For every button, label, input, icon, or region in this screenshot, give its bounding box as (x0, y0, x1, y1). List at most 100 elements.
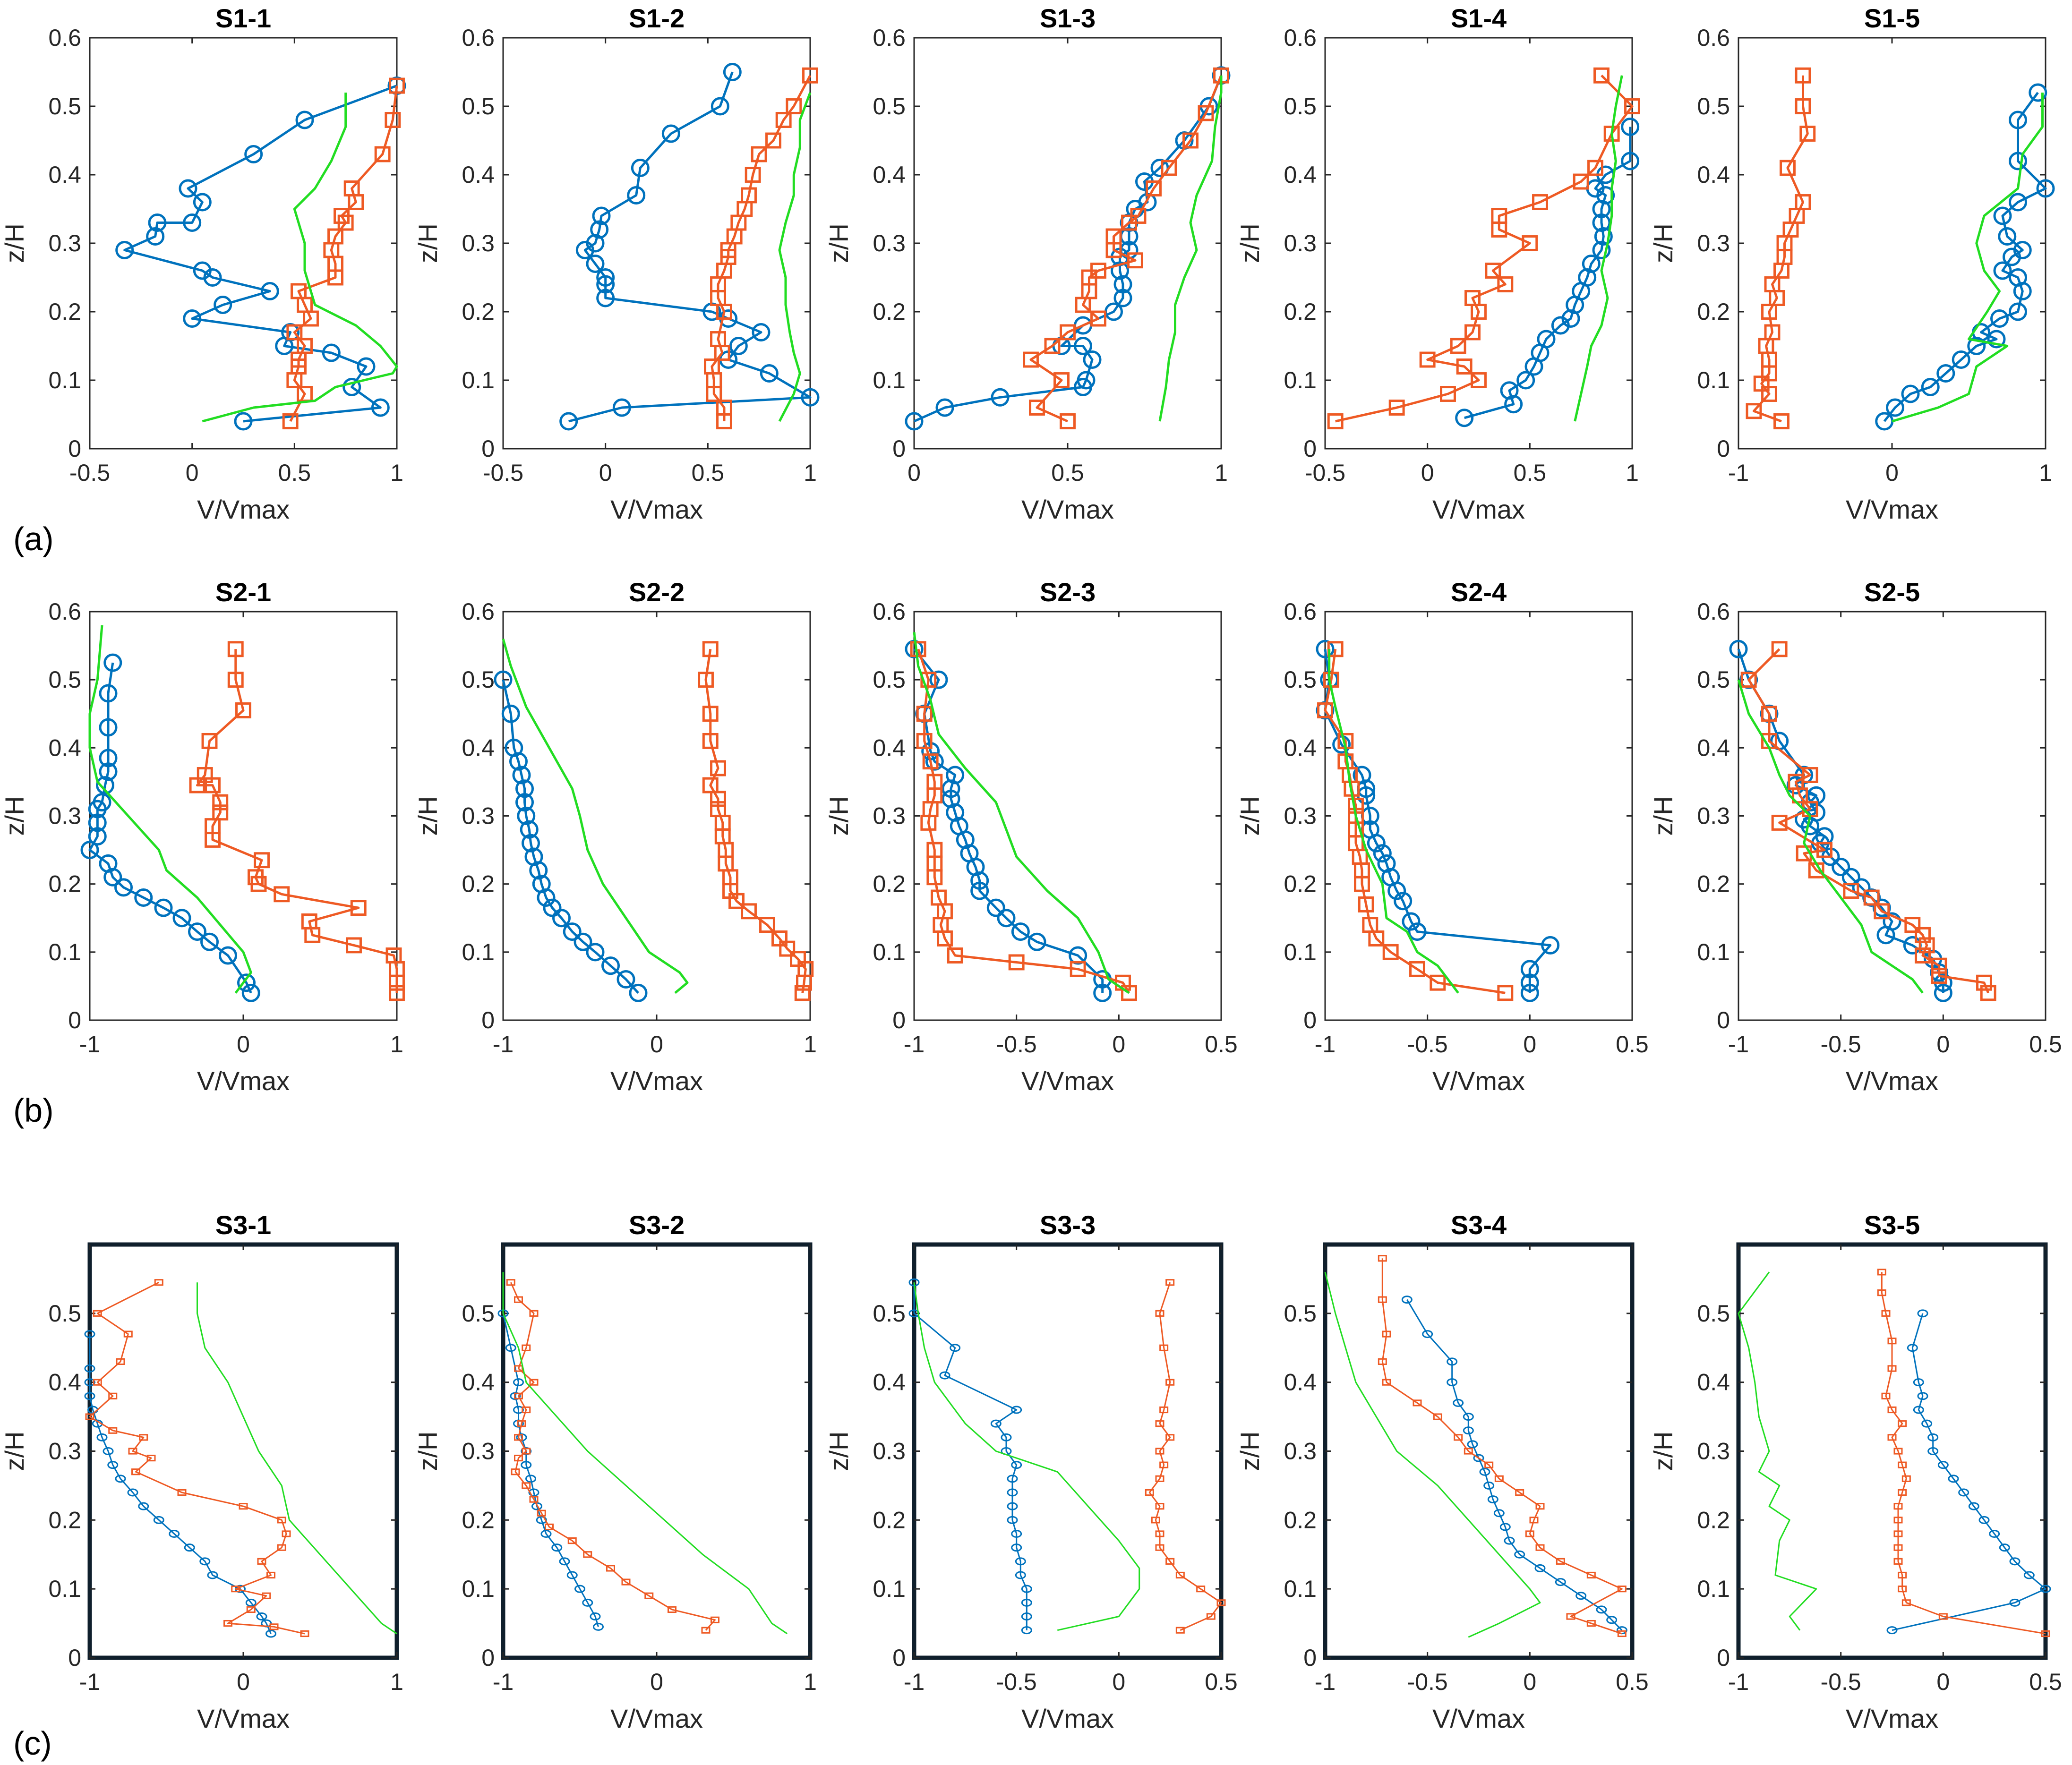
data-point-orange (1060, 413, 1076, 429)
data-point-orange (1795, 98, 1811, 114)
x-tick-label: -0.5 (1305, 460, 1345, 486)
data-point-blue (96, 1433, 108, 1441)
data-point-blue (1606, 1616, 1618, 1624)
data-point-orange (1771, 814, 1788, 831)
data-point-blue (536, 1516, 547, 1524)
data-point-blue (1575, 1592, 1587, 1600)
data-point-blue (627, 186, 646, 205)
data-point-orange (1515, 1489, 1524, 1496)
y-tick-label: 0.6 (873, 25, 906, 51)
data-point-blue (543, 898, 562, 917)
data-point-blue (84, 1364, 95, 1373)
row-label-c: (c) (13, 1725, 52, 1762)
series-layer (497, 1272, 788, 1635)
x-tick-label: 0 (237, 1031, 250, 1057)
x-tick-label: -0.5 (996, 1669, 1037, 1695)
data-point-orange (1382, 1330, 1391, 1338)
data-point-orange (1090, 263, 1106, 279)
y-tick-label: 0.2 (48, 298, 81, 325)
data-point-blue (1901, 384, 1920, 403)
series-layer (494, 639, 814, 1002)
data-point-blue (103, 1447, 114, 1455)
data-point-blue (942, 789, 960, 808)
panel-s1-2: -0.5 0 0.5 100.10.20.30.40.50.6S1-2V/Vmaxz/… (413, 3, 820, 524)
y-tick-label: 0 (481, 1645, 495, 1671)
data-point-orange (1863, 889, 1880, 906)
plot-area (1324, 611, 1633, 1021)
series-line-orange (1148, 1282, 1222, 1631)
data-point-orange (1159, 1344, 1169, 1351)
data-point-orange (1382, 1379, 1391, 1386)
data-point-blue (524, 847, 543, 866)
data-point-blue (2023, 1571, 2035, 1579)
data-point-blue (2009, 111, 2027, 129)
data-point-blue (521, 1461, 532, 1469)
data-point-blue (1621, 152, 1640, 171)
x-tick-label: 0 (599, 460, 612, 486)
data-point-blue (1993, 261, 2012, 280)
data-point-blue (1377, 854, 1396, 873)
data-point-orange (790, 951, 806, 967)
y-tick-label: 0.4 (873, 734, 906, 761)
x-tick-label: -0.5 (996, 1031, 1037, 1057)
data-point-blue (199, 1557, 211, 1566)
x-tick-label: 0 (1523, 1031, 1536, 1057)
data-point-orange (1566, 1613, 1575, 1620)
data-point-orange (1877, 1289, 1886, 1296)
data-point-orange (606, 1565, 615, 1572)
data-point-orange (201, 733, 218, 749)
data-point-orange (146, 1454, 156, 1462)
data-point-blue (295, 111, 314, 129)
data-point-blue (1504, 1536, 1515, 1545)
data-point-orange (710, 760, 726, 776)
data-point-blue (237, 973, 256, 992)
y-tick-label: 0.6 (1697, 25, 1730, 51)
data-point-orange (1165, 1379, 1175, 1386)
y-tick-label: 0.5 (873, 666, 906, 693)
data-point-blue (512, 766, 531, 784)
data-point-orange (123, 1330, 133, 1338)
y-axis-label: z/H (0, 796, 29, 836)
data-point-orange (197, 767, 213, 783)
y-tick-label: 0 (892, 1007, 906, 1033)
y-tick-label: 0 (1303, 1645, 1317, 1671)
data-point-blue (2009, 193, 2027, 212)
data-point-orange (1494, 1475, 1504, 1482)
panel-s1-1: -0.5 0 0.5 100.10.20.30.40.50.6S1-1V/Vmaxz/… (0, 3, 406, 524)
data-point-orange (567, 1537, 577, 1544)
data-point-orange (1887, 1406, 1897, 1414)
data-point-blue (986, 898, 1005, 917)
data-point-orange (1938, 1613, 1948, 1620)
y-tick-label: 0.5 (462, 1300, 495, 1327)
data-point-blue (752, 323, 771, 341)
data-point-orange (1155, 1530, 1164, 1537)
data-point-blue (532, 875, 551, 894)
chart-title: S1-1 (215, 3, 271, 33)
data-point-orange (1593, 67, 1610, 84)
data-point-blue (1316, 639, 1335, 658)
x-tick-label: -0.5 (1821, 1031, 1861, 1057)
data-point-blue (1555, 1578, 1566, 1586)
data-point-blue (1069, 946, 1087, 965)
data-point-blue (1083, 350, 1102, 369)
data-point-blue (193, 193, 212, 212)
data-point-blue (88, 827, 107, 846)
x-tick-label: 1 (390, 1669, 403, 1695)
x-tick-label: 0 (1112, 1031, 1125, 1057)
y-tick-label: 0.1 (873, 367, 906, 393)
data-point-orange (1151, 1517, 1160, 1524)
data-point-orange (274, 886, 290, 903)
x-tick-label: -1 (1728, 1669, 1749, 1695)
data-point-orange (1931, 968, 1947, 984)
data-point-blue (84, 1392, 95, 1400)
data-point-blue (661, 124, 680, 143)
chart-title: S1-2 (629, 3, 685, 33)
y-tick-label: 0.4 (1697, 734, 1730, 761)
data-point-orange (1378, 1296, 1387, 1303)
x-axis-label: V/Vmax (1846, 1704, 1938, 1733)
data-point-blue (244, 145, 263, 163)
data-point-orange (522, 1448, 531, 1455)
data-point-blue (154, 898, 173, 917)
data-point-orange (277, 1517, 286, 1524)
data-point-orange (1413, 1399, 1422, 1407)
